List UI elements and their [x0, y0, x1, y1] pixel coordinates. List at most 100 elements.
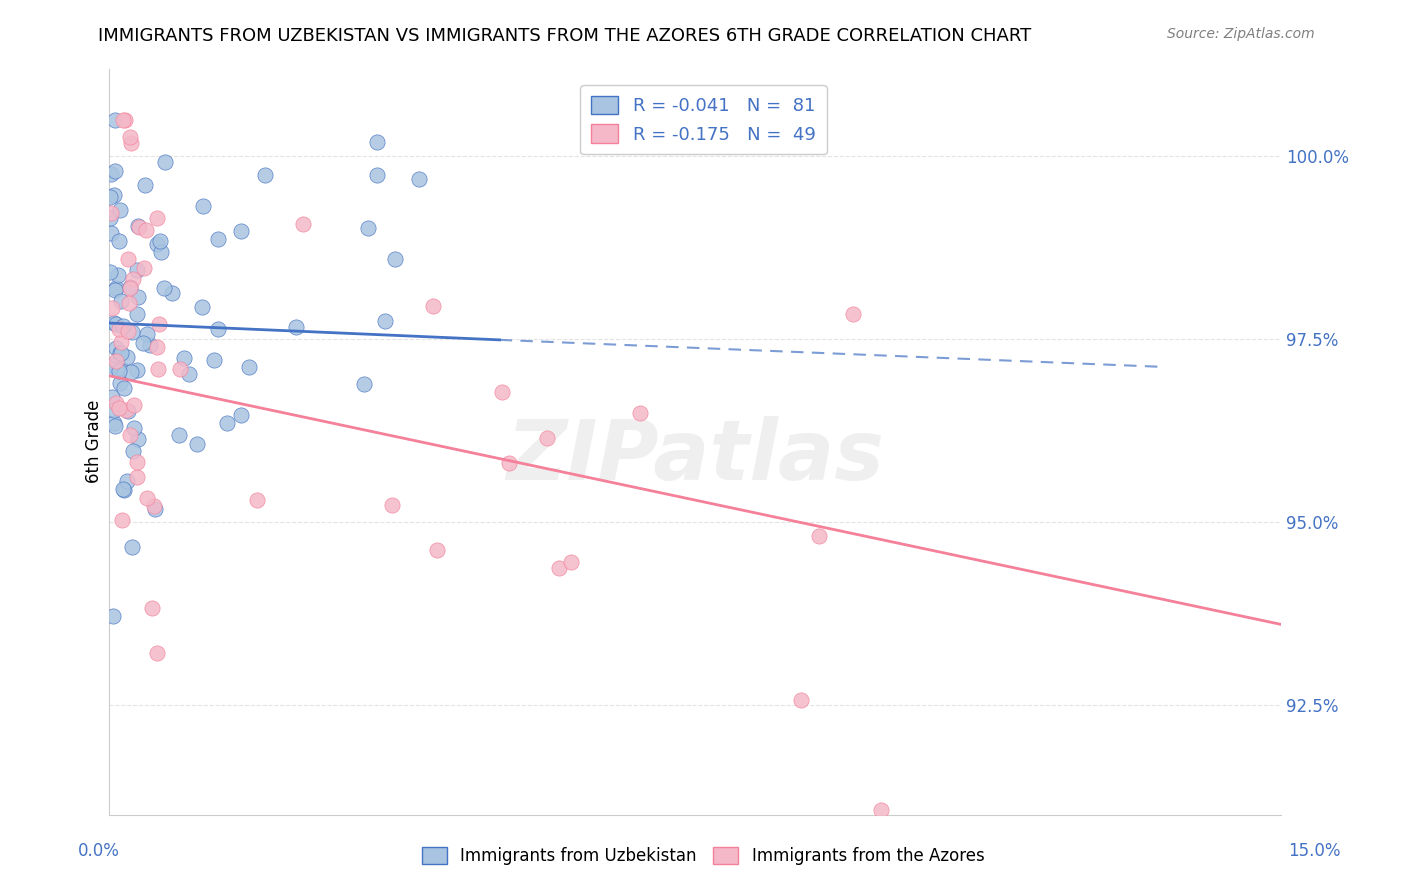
Point [127, 455, 149, 469]
Point [107, 401, 129, 416]
Point [104, 341, 127, 355]
Point [111, 318, 134, 333]
Point [103, 402, 125, 417]
Point [160, 286, 183, 301]
Point [98, 265, 121, 279]
Point [408, 171, 430, 186]
Point [107, 268, 129, 282]
Point [105, 353, 128, 368]
Point [808, 529, 831, 543]
Point [142, 500, 165, 514]
Point [169, 362, 191, 376]
Point [127, 470, 149, 484]
Point [207, 232, 229, 246]
Point [127, 432, 149, 446]
Point [101, 608, 124, 623]
Point [357, 221, 380, 235]
Point [98, 360, 121, 375]
Point [104, 112, 127, 127]
Point [107, 322, 129, 336]
Point [115, 350, 138, 364]
Point [114, 112, 136, 127]
Point [108, 203, 131, 218]
Point [149, 244, 172, 259]
Point [100, 226, 122, 240]
Point [105, 280, 128, 294]
Point [124, 398, 146, 412]
Point [127, 363, 149, 377]
Point [246, 492, 269, 507]
Point [118, 296, 141, 310]
Point [101, 301, 124, 315]
Point [120, 136, 142, 150]
Point [207, 321, 229, 335]
Point [426, 543, 449, 558]
Point [146, 341, 169, 355]
Point [132, 336, 155, 351]
Point [115, 474, 138, 488]
Point [381, 498, 404, 512]
Point [136, 326, 159, 341]
Point [111, 513, 134, 527]
Point [120, 130, 142, 145]
Point [112, 482, 135, 496]
Point [118, 428, 141, 442]
Point [100, 167, 122, 181]
Point [120, 365, 142, 379]
Point [107, 364, 129, 378]
Point [285, 320, 308, 334]
Point [135, 223, 157, 237]
Point [121, 325, 143, 339]
Point [153, 154, 176, 169]
Point [141, 601, 163, 615]
Point [114, 403, 136, 417]
Point [869, 803, 891, 817]
Point [100, 390, 122, 404]
Y-axis label: 6th Grade: 6th Grade [86, 400, 103, 483]
Point [108, 346, 131, 360]
Text: ZIPatlas: ZIPatlas [506, 416, 884, 497]
Point [112, 381, 135, 395]
Text: IMMIGRANTS FROM UZBEKISTAN VS IMMIGRANTS FROM THE AZORES 6TH GRADE CORRELATION C: IMMIGRANTS FROM UZBEKISTAN VS IMMIGRANTS… [98, 27, 1032, 45]
Point [167, 427, 190, 442]
Point [103, 316, 125, 330]
Point [127, 290, 149, 304]
Text: 0.0%: 0.0% [77, 842, 120, 860]
Point [146, 361, 169, 376]
Point [122, 444, 145, 458]
Point [104, 283, 127, 297]
Point [134, 261, 156, 276]
Point [491, 385, 513, 400]
Point [108, 376, 131, 391]
Point [217, 417, 239, 431]
Point [110, 346, 132, 360]
Point [630, 406, 652, 420]
Point [112, 112, 135, 127]
Point [145, 646, 167, 660]
Point [117, 404, 139, 418]
Text: Source: ZipAtlas.com: Source: ZipAtlas.com [1167, 27, 1315, 41]
Point [128, 220, 150, 235]
Text: 15.0%: 15.0% [1288, 842, 1341, 860]
Point [100, 206, 122, 220]
Point [191, 300, 214, 314]
Point [103, 188, 125, 202]
Point [127, 307, 149, 321]
Point [374, 314, 396, 328]
Point [422, 299, 444, 313]
Point [790, 692, 813, 706]
Point [253, 168, 276, 182]
Point [384, 252, 406, 266]
Point [560, 555, 582, 569]
Legend: R = -0.041   N =  81, R = -0.175   N =  49: R = -0.041 N = 81, R = -0.175 N = 49 [581, 85, 827, 154]
Point [229, 224, 252, 238]
Point [146, 211, 169, 226]
Point [536, 431, 558, 445]
Point [120, 280, 142, 294]
Point [104, 163, 127, 178]
Point [134, 178, 156, 193]
Point [145, 502, 167, 516]
Point [110, 294, 132, 309]
Point [238, 360, 260, 375]
Point [122, 421, 145, 435]
